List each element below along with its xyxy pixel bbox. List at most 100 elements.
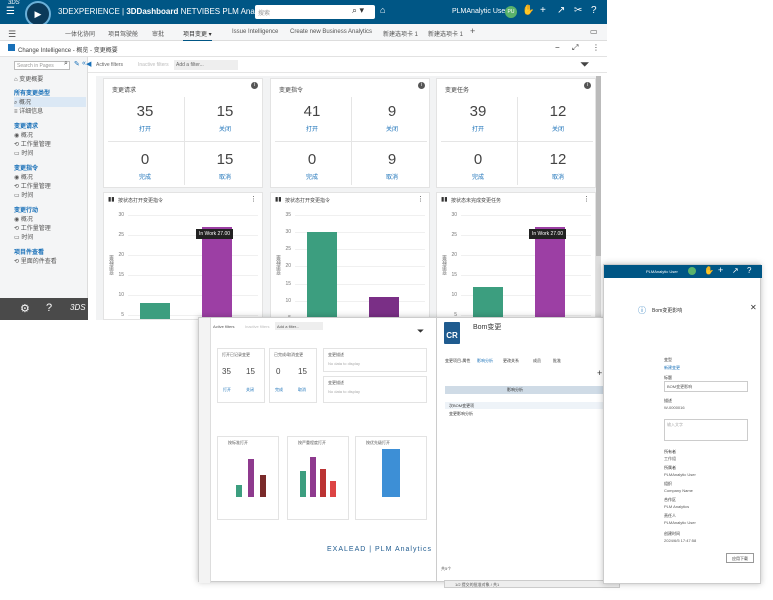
sidebar-group-request[interactable]: 变更请求 (14, 124, 39, 130)
cr-tab-approval[interactable]: 批准 (553, 358, 561, 363)
kpi-label[interactable]: 打开 (305, 127, 318, 133)
kpi-label[interactable]: 取消 (551, 175, 564, 181)
add-tab-icon[interactable]: + (470, 26, 476, 36)
kpi-label[interactable]: 完成 (305, 175, 318, 181)
tab-create-business-analytics[interactable]: Create new Business Analytics (290, 29, 373, 35)
tab-new-2[interactable]: 新建选项卡 1 (428, 32, 464, 38)
app-title[interactable]: 3DEXPERIENCE | 3DDashboard NETVIBES PLM … (58, 7, 279, 16)
kpi-tile[interactable]: 9 取消 (355, 151, 429, 181)
sidebar-item-action-workload[interactable]: ⟲ 工作量管理 (14, 226, 51, 232)
active-filters-label[interactable]: Active filters (96, 62, 123, 68)
kpi-label[interactable]: 完成 (471, 175, 484, 181)
sidebar-item-order-summary[interactable]: ◉ 概况 (14, 175, 33, 181)
filter-icon[interactable]: ⏷ (417, 326, 425, 336)
settings-icon[interactable]: ⚙ (20, 303, 30, 315)
menu-icon[interactable]: ☰ (6, 6, 15, 17)
kpi-tile[interactable]: 15 取消 (188, 151, 262, 181)
search-icon[interactable]: ⌕ (64, 60, 68, 67)
sidebar-item-request-summary[interactable]: ◉ 概况 (14, 133, 33, 139)
hand-icon[interactable]: ✋ (522, 5, 535, 16)
hand-icon[interactable]: ✋ (704, 266, 714, 275)
help-icon[interactable]: ? (591, 5, 597, 16)
help-icon[interactable]: ? (747, 266, 752, 275)
add-icon[interactable]: + (597, 368, 603, 378)
kpi-label[interactable]: 打开 (138, 127, 151, 133)
kpi-tile[interactable]: 0 完成 (108, 151, 182, 181)
user-name[interactable]: PLMAnalytic User (452, 8, 508, 15)
cr-tab-relations[interactable]: 更改关系 (503, 358, 519, 363)
sidebar-item-order-workload[interactable]: ⟲ 工作量管理 (14, 184, 51, 190)
sidebar-group-parts[interactable]: 项目件查看 (14, 250, 45, 256)
more-icon[interactable]: ⋮ (583, 196, 590, 203)
info-icon[interactable]: ⓘ (638, 306, 646, 315)
minimize-icon[interactable]: − (555, 43, 560, 52)
add-filter-input[interactable]: Add a filter... (275, 322, 323, 330)
sidebar-item-all-detail[interactable]: ≡ 详细信息 (14, 109, 44, 115)
kpi-tile[interactable]: 39 打开 (441, 103, 515, 133)
kpi-label[interactable]: 取消 (385, 175, 398, 181)
search-input[interactable]: 搜索 (255, 5, 375, 19)
add-icon[interactable]: + (540, 5, 546, 16)
chart-bar[interactable] (473, 287, 503, 319)
sidebar-item-order-time[interactable]: ▭ 时间 (14, 193, 34, 199)
cr-tab-properties[interactable]: 变更项目-属性 (445, 358, 471, 363)
s2-kpi-cancel-label[interactable]: 取消 (298, 387, 306, 392)
share-icon[interactable]: ↗ (732, 266, 739, 275)
sidebar-item-request-workload[interactable]: ⟲ 工作量管理 (14, 142, 51, 148)
info-icon[interactable]: i (584, 82, 591, 89)
chart-bar[interactable] (140, 303, 170, 319)
sidebar-group-all[interactable]: 所有变更类型 (14, 91, 51, 97)
s2-kpi-closed-label[interactable]: 关闭 (246, 387, 254, 392)
help-icon[interactable]: ? (46, 302, 53, 314)
inactive-filters-label[interactable]: Inactive filters (245, 324, 270, 329)
kpi-label[interactable]: 关闭 (218, 127, 231, 133)
tag-icon[interactable]: ⌂ (380, 5, 386, 15)
sidebar-group-order[interactable]: 变更指令 (14, 166, 39, 172)
info-icon[interactable]: i (251, 82, 258, 89)
sidebar-item-all-summary[interactable]: ⌕ 概况 (14, 97, 86, 107)
kpi-tile[interactable]: 15 关闭 (188, 103, 262, 133)
sidebar-search-input[interactable]: Search in Pages (14, 61, 70, 70)
inactive-filters-label[interactable]: Inactive filters (138, 62, 169, 68)
kpi-tile[interactable]: 9 关闭 (355, 103, 429, 133)
s2-bar[interactable] (382, 449, 400, 497)
sidebar-item-parts-view[interactable]: ⟲ 里面的件查看 (14, 259, 57, 265)
info-icon[interactable]: i (418, 82, 425, 89)
kpi-tile[interactable]: 41 打开 (275, 103, 349, 133)
tools-icon[interactable]: ✂ (574, 5, 583, 16)
tab-collab[interactable]: 一体化协同 (65, 32, 96, 38)
sidebar-item-overview[interactable]: ⌂ 变更概要 (14, 77, 44, 83)
s2-bar[interactable] (248, 459, 254, 497)
add-icon[interactable]: + (718, 265, 724, 275)
add-filter-input[interactable]: Add a filter... (174, 60, 238, 70)
description-field[interactable]: 输入文字 (664, 419, 748, 441)
avatar[interactable] (688, 267, 696, 275)
close-icon[interactable]: ✕ (750, 303, 757, 312)
scrollbar-thumb[interactable] (596, 76, 601, 256)
title-field[interactable]: BOM变更影响 (664, 381, 748, 392)
kpi-tile[interactable]: 12 取消 (521, 151, 595, 181)
kpi-tile[interactable]: 12 关闭 (521, 103, 595, 133)
share-icon[interactable]: ↗ (557, 5, 566, 16)
menu-icon[interactable]: ☰ (8, 29, 17, 39)
more-icon[interactable]: ⋮ (250, 196, 257, 203)
chart-bar[interactable] (535, 227, 565, 319)
tab-issue-intelligence[interactable]: Issue Intelligence (232, 29, 279, 35)
s2-bar[interactable] (330, 481, 336, 497)
kpi-label[interactable]: 关闭 (385, 127, 398, 133)
sidebar-item-action-summary[interactable]: ◉ 概况 (14, 217, 33, 223)
tab-new-1[interactable]: 新建选项卡 1 (383, 32, 419, 38)
chart-bar[interactable] (369, 297, 399, 319)
user-name[interactable]: PLMAnalytic User (646, 269, 678, 274)
chart-bar[interactable] (307, 232, 337, 319)
sidebar-item-action-time[interactable]: ▭ 时间 (14, 235, 34, 241)
s2-bar[interactable] (300, 471, 306, 497)
kpi-tile[interactable]: 35 打开 (108, 103, 182, 133)
cr-tab-impact[interactable]: 影响分析 (477, 358, 493, 363)
table-row[interactable]: 次BOM变更项 (445, 402, 625, 409)
back-icon[interactable]: ◀ (86, 61, 92, 68)
s2-kpi-complete-label[interactable]: 完成 (275, 387, 283, 392)
chat-icon[interactable]: ▭ (590, 27, 598, 36)
sidebar-group-action[interactable]: 变更行动 (14, 208, 39, 214)
tab-cockpit[interactable]: 项目驾驶舱 (108, 32, 139, 38)
